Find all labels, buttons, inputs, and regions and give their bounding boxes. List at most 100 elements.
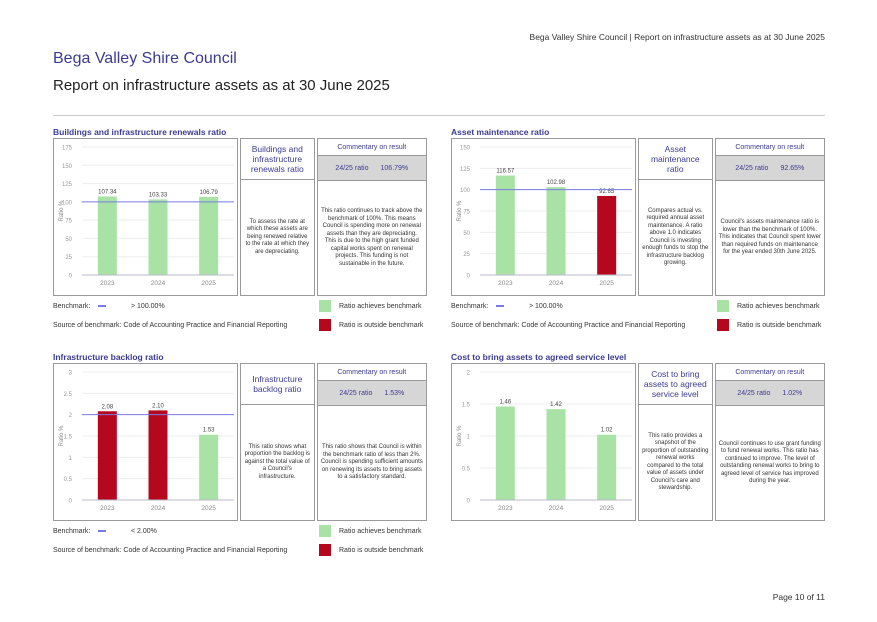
ratio-result: 24/25 ratio 92.65% (715, 156, 824, 181)
section-title: Buildings and infrastructure renewals ra… (53, 127, 227, 137)
data-label: 102.98 (547, 180, 566, 186)
y-tick-label: 0 (467, 274, 471, 280)
y-tick-label: 150 (460, 146, 471, 152)
ratio-result: 24/25 ratio 1.53% (317, 381, 426, 406)
data-label: 2.10 (152, 403, 164, 409)
x-tick-label: 2025 (599, 280, 614, 287)
x-tick-label: 2023 (498, 505, 513, 512)
description-panel: Infrastructure backlog ratio This ratio … (240, 363, 315, 521)
commentary-heading: Commentary on result (715, 139, 824, 156)
legend-achieves: Ratio achieves benchmark (339, 527, 422, 535)
x-tick-label: 2024 (151, 280, 166, 287)
y-tick-label: 2 (69, 413, 73, 419)
data-label: 1.02 (601, 428, 613, 434)
ratio-result: 24/25 ratio 106.79% (317, 156, 426, 181)
commentary-panel: Commentary on result 24/25 ratio 92.65% … (714, 138, 825, 296)
y-tick-label: 0 (69, 274, 73, 280)
bar-2023 (97, 411, 117, 500)
y-tick-label: 75 (463, 210, 470, 216)
data-label: 116.57 (496, 169, 515, 175)
chart-svg: 0 25 50 75 100 125 150 175 Ratio % 107.34 2023 103.… (59, 146, 234, 287)
x-tick-label: 2023 (100, 505, 115, 512)
data-label: 106.79 (199, 190, 218, 196)
y-tick-label: 0.5 (64, 477, 73, 483)
benchmark-value: > 100.00% (131, 302, 165, 310)
commentary-heading: Commentary on result (715, 364, 824, 381)
outside-swatch-icon (717, 319, 729, 331)
legend-outside: Ratio is outside benchmark (737, 321, 822, 329)
commentary-text: Council's assets maintenance ratio is lo… (718, 219, 821, 256)
y-tick-label: 50 (463, 231, 470, 237)
x-tick-label: 2025 (201, 280, 216, 287)
chart-svg: 0 0.5 1 1.5 2 Ratio % 1.46 2023 1.42 2024 1.02 2025 (457, 371, 632, 512)
y-tick-label: 75 (65, 219, 72, 225)
x-tick-label: 2025 (599, 505, 614, 512)
bar-2025 (597, 434, 617, 500)
y-tick-label: 1.5 (462, 403, 471, 409)
y-tick-label: 1 (467, 435, 471, 441)
data-label: 103.33 (149, 192, 168, 198)
benchmark-value: > 100.00% (529, 302, 563, 310)
ratio-result: 24/25 ratio 1.02% (715, 381, 824, 406)
y-axis-label: Ratio % (457, 200, 463, 222)
bar-2023 (97, 196, 117, 275)
description-title: Buildings and infrastructure renewals ra… (241, 139, 314, 180)
section-title: Infrastructure backlog ratio (53, 352, 164, 362)
ratio-label: 24/25 ratio (737, 389, 771, 397)
benchmark-line-icon (98, 530, 106, 532)
bar-2025 (199, 196, 219, 275)
legend: Benchmark: > 100.00% Ratio achieves benc… (53, 296, 427, 340)
benchmark-value: < 2.00% (131, 527, 157, 535)
running-header: Bega Valley Shire Council | Report on in… (529, 32, 825, 42)
y-tick-label: 0 (69, 499, 73, 505)
benchmark-line-icon (98, 305, 106, 307)
y-tick-label: 2 (467, 371, 471, 377)
x-tick-label: 2023 (100, 280, 115, 287)
page-number: Page 10 of 11 (772, 592, 825, 602)
bar-chart: 0 0.5 1 1.5 2 2.5 3 Ratio % 2.08 2023 2.10 2024 1.53… (53, 363, 238, 521)
benchmark-label: Benchmark: (53, 527, 91, 535)
benchmark-source: Source of benchmark: Code of Accounting … (53, 546, 288, 554)
commentary-heading: Commentary on result (317, 364, 426, 381)
chart-svg: 0 25 50 75 100 125 150 Ratio % 116.57 2023 102.98 2… (457, 146, 632, 287)
y-tick-label: 175 (62, 146, 73, 152)
data-label: 107.34 (98, 189, 117, 195)
y-tick-label: 100 (62, 200, 73, 206)
section-cost-to-agreed-service: Cost to bring assets to agreed service l… (451, 352, 825, 521)
description-text: To assess the rate at which these assets… (245, 218, 310, 255)
x-tick-label: 2024 (549, 280, 564, 287)
data-label: 2.08 (101, 404, 113, 410)
y-tick-label: 0 (467, 499, 471, 505)
legend-outside: Ratio is outside benchmark (339, 546, 424, 554)
y-tick-label: 100 (460, 188, 471, 194)
x-tick-label: 2024 (151, 505, 166, 512)
header-divider (53, 115, 825, 116)
bar-2024 (546, 187, 566, 275)
y-tick-label: 3 (69, 371, 73, 377)
commentary-panel: Commentary on result 24/25 ratio 1.53% T… (316, 363, 427, 521)
bar-2024 (546, 409, 566, 500)
y-tick-label: 2.5 (64, 392, 73, 398)
description-text: Compares actual vs. required annual asse… (642, 207, 709, 267)
data-label: 1.46 (499, 400, 511, 406)
y-tick-label: 125 (62, 182, 73, 188)
ratio-label: 24/25 ratio (735, 164, 769, 172)
bar-2025 (199, 434, 219, 500)
bar-2025 (597, 195, 617, 275)
y-tick-label: 25 (463, 252, 470, 258)
outside-swatch-icon (319, 544, 331, 556)
section-infrastructure-backlog-ratio: Infrastructure backlog ratio 0 0.5 1 1.5 2 2.… (53, 352, 427, 565)
outside-swatch-icon (319, 319, 331, 331)
bar-2023 (495, 406, 515, 500)
commentary-text: Council continues to use grant funding t… (718, 440, 821, 485)
ratio-label: 24/25 ratio (335, 164, 369, 172)
y-axis-label: Ratio % (59, 200, 65, 222)
benchmark-source: Source of benchmark: Code of Accounting … (53, 321, 288, 329)
bar-chart: 0 0.5 1 1.5 2 Ratio % 1.46 2023 1.42 2024 1.02 2025 (451, 363, 636, 521)
ratio-value: 1.53% (384, 389, 405, 397)
description-title: Cost to bring assets to agreed service l… (639, 364, 712, 405)
ratio-value: 1.02% (782, 389, 803, 397)
achieves-swatch-icon (319, 525, 331, 537)
report-title: Report on infrastructure assets as at 30… (53, 77, 390, 94)
description-text: This ratio shows what proportion the bac… (244, 443, 310, 480)
